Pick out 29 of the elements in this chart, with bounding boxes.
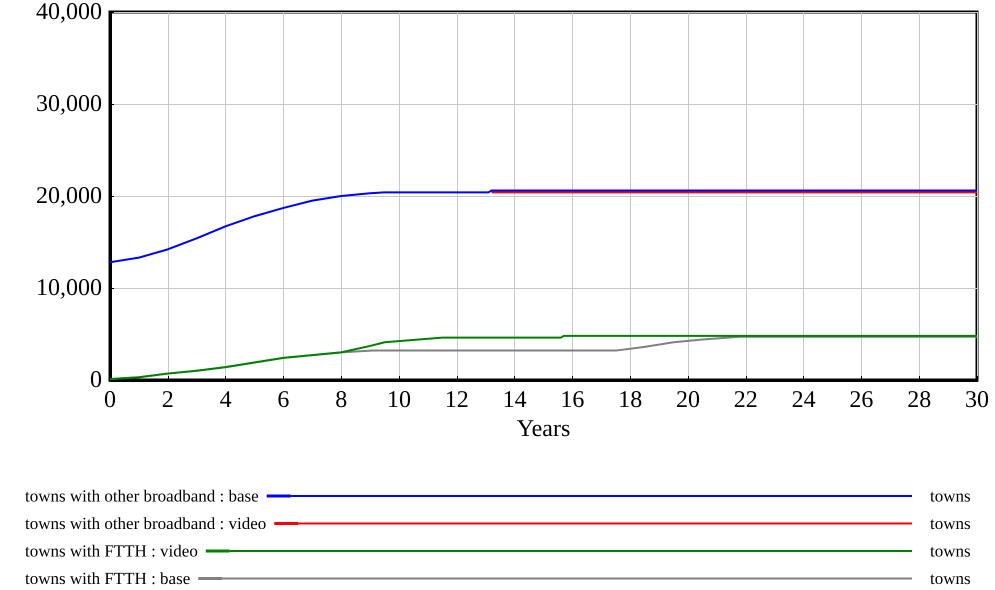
x-tick-label: 6 xyxy=(277,387,290,413)
legend-label: towns with FTTH : base xyxy=(25,569,190,588)
y-tick-label: 10,000 xyxy=(36,275,102,301)
legend-label: towns with other broadband : base xyxy=(25,486,259,506)
x-tick-label: 18 xyxy=(618,387,642,413)
text: towns xyxy=(930,569,971,588)
x-tick-label: 28 xyxy=(907,387,932,413)
x-tick-label: 14 xyxy=(502,387,527,413)
x-tick-label: 8 xyxy=(335,387,348,413)
y-tick-label: 0 xyxy=(90,367,102,393)
x-tick-label: 26 xyxy=(849,387,874,413)
legend-label: towns with FTTH : video xyxy=(25,542,198,560)
legend-label: towns with other broadband : video xyxy=(25,514,266,533)
y-tick-label: 20,000 xyxy=(36,183,102,209)
x-tick-label: 30 xyxy=(965,387,989,413)
x-tick-label: 24 xyxy=(792,387,816,413)
x-axis-title: Years xyxy=(516,416,570,442)
x-tick-label: 16 xyxy=(560,387,584,413)
y-tick-label: 40,000 xyxy=(36,0,102,25)
x-tick-label: 2 xyxy=(162,387,174,413)
x-tick-label: 12 xyxy=(444,387,469,413)
x-tick-label: 22 xyxy=(734,387,758,413)
text: towns xyxy=(930,514,971,533)
x-tick-label: 10 xyxy=(387,387,411,413)
y-tick-label: 30,000 xyxy=(36,91,102,117)
text: towns xyxy=(930,486,971,506)
x-tick-label: 20 xyxy=(676,387,700,413)
text: towns xyxy=(930,542,971,560)
x-tick-label: 4 xyxy=(220,387,232,413)
